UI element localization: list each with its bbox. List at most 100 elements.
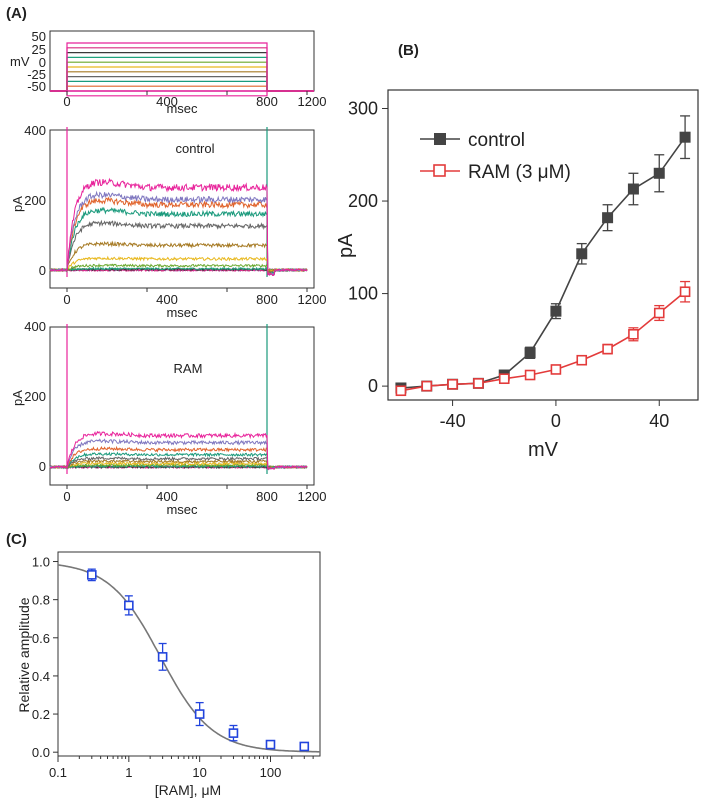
vtick: -50 — [27, 79, 46, 94]
dr-xtick-label: 1 — [125, 765, 132, 780]
panel-c-label: (C) — [6, 531, 27, 548]
iv-xlabel: mV — [528, 439, 559, 461]
iv-series — [395, 115, 691, 397]
vxtick: 0 — [63, 94, 70, 109]
iv-ytick-label: 100 — [348, 284, 378, 304]
ctick: 400 — [24, 123, 46, 138]
current-trace — [49, 461, 308, 469]
vtick: 25 — [32, 42, 46, 57]
cxtick: 1200 — [298, 292, 327, 307]
current-trace — [49, 458, 308, 469]
iv-ylabel: pA — [335, 233, 357, 258]
vtick: 0 — [39, 55, 46, 70]
vxtick: 400 — [156, 94, 178, 109]
iv-control-point — [550, 305, 562, 317]
rtick: 0 — [39, 459, 46, 474]
iv-ram-point — [576, 354, 588, 366]
ram-xlabel: msec — [166, 502, 198, 517]
dr-fit-curve — [57, 564, 320, 753]
cxtick: 800 — [256, 292, 278, 307]
control-xlabel: msec — [166, 305, 198, 320]
current-trace — [49, 445, 308, 470]
dr-ylabel: Relative amplitude — [16, 597, 32, 712]
iv-control-point — [653, 167, 665, 179]
ctick: 0 — [39, 263, 46, 278]
dr-frame — [57, 551, 321, 757]
current-trace — [49, 267, 308, 273]
ram-current-plot: RAM 400 200 0 pA 0 400 800 1200 msec — [10, 319, 326, 517]
dr-point — [299, 741, 310, 752]
dr-xlabel: [RAM], μM — [155, 782, 221, 798]
current-trace — [49, 263, 308, 273]
rxtick: 800 — [256, 489, 278, 504]
voltage-y-ticks: 50 25 0 -25 -50 — [27, 29, 46, 94]
iv-legend: control RAM (3 μM) — [420, 130, 571, 183]
voltage-step-trace — [50, 66, 314, 92]
ram-title: RAM — [174, 361, 203, 376]
cxtick: 0 — [63, 292, 70, 307]
dose-response-plot: 0.1 1 10 100 0.0 0.2 0.4 0.6 0.8 1.0 Relative amp… — [16, 551, 321, 798]
legend-ram-label: RAM (3 μM) — [468, 162, 571, 183]
voltage-step-trace — [50, 47, 314, 92]
vtick: -25 — [27, 67, 46, 82]
iv-series-line — [400, 291, 686, 392]
iv-control-point — [602, 212, 614, 224]
dr-ytick-label: 0.2 — [32, 707, 50, 722]
iv-ram-point — [421, 380, 433, 392]
current-trace — [49, 177, 308, 277]
legend-control-marker — [434, 133, 446, 145]
dr-point — [194, 709, 205, 719]
iv-ram-point — [550, 364, 562, 375]
current-trace — [49, 438, 308, 470]
dr-ytick-label: 0.0 — [32, 745, 50, 760]
control-title: control — [175, 141, 214, 156]
current-trace — [49, 451, 308, 470]
current-trace — [49, 255, 308, 273]
iv-frame — [387, 89, 699, 401]
iv-ram-point — [628, 328, 639, 340]
iv-ram-point — [602, 343, 613, 355]
voltage-steps — [50, 42, 314, 97]
iv-control-point — [679, 131, 691, 143]
iv-control-point — [627, 183, 639, 195]
dr-ytick-label: 0.8 — [32, 593, 50, 608]
current-trace — [49, 455, 308, 471]
voltage-ylabel: mV — [10, 54, 30, 69]
iv-xtick-label: -40 — [440, 411, 466, 431]
rtick: 200 — [24, 389, 46, 404]
panel-b-label: (B) — [398, 42, 419, 59]
control-frame — [49, 129, 315, 289]
current-trace — [49, 206, 308, 276]
dr-xtick-label: 0.1 — [49, 765, 67, 780]
iv-control-point — [524, 347, 536, 359]
rxtick: 400 — [156, 489, 178, 504]
iv-plot: -40 0 40 0 100 200 300 control RAM (3 μM) pA m… — [335, 89, 699, 461]
current-trace — [49, 196, 308, 276]
rtick: 400 — [24, 319, 46, 334]
iv-ram-point — [395, 385, 407, 397]
dr-xtick-label: 10 — [192, 765, 206, 780]
dr-point — [157, 652, 168, 662]
iv-ram-point — [447, 378, 458, 390]
dr-ytick-label: 0.4 — [32, 669, 50, 684]
dr-point — [86, 570, 97, 580]
dr-point — [124, 600, 134, 611]
voltage-step-trace — [50, 76, 314, 92]
control-current-plot: control 400 200 0 pA 0 400 800 1200 msec — [10, 123, 326, 320]
rxtick: 1200 — [298, 489, 327, 504]
dr-xtick-label: 100 — [260, 765, 282, 780]
vtick: 50 — [32, 29, 46, 44]
iv-ram-point — [473, 378, 484, 389]
current-trace — [49, 240, 308, 274]
voltage-protocol-plot: 50 25 0 -25 -50 mV 0 400 800 1200 msec — [10, 29, 326, 116]
iv-ticks: -40 0 40 0 100 200 300 — [348, 99, 669, 431]
iv-ytick-label: 0 — [368, 376, 378, 396]
ctick: 200 — [24, 193, 46, 208]
current-trace — [49, 430, 308, 471]
dr-points — [86, 568, 310, 752]
iv-control-point — [576, 248, 588, 260]
voltage-xlabel: msec — [166, 101, 198, 116]
voltage-x-ticks: 0 400 800 1200 — [63, 94, 326, 109]
ram-ylabel: pA — [10, 390, 25, 406]
